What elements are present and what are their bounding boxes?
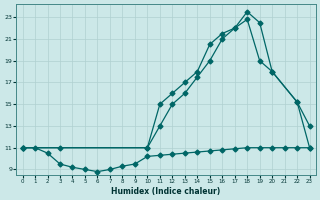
X-axis label: Humidex (Indice chaleur): Humidex (Indice chaleur) (111, 187, 221, 196)
